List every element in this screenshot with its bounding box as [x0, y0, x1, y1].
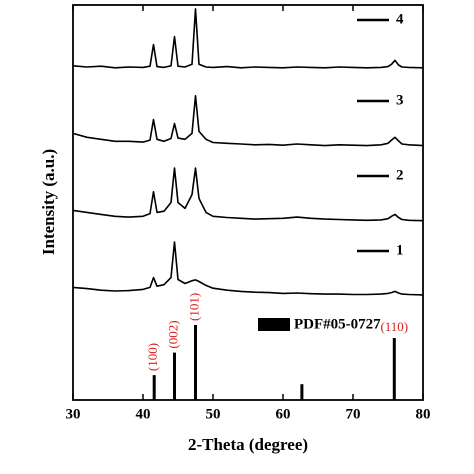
reference-label: (002): [165, 320, 180, 348]
plot-frame: [72, 4, 424, 401]
x-tick-label: 50: [206, 406, 221, 422]
xrd-curve: [72, 8, 424, 69]
reference-label: (110): [380, 319, 408, 334]
reference-label: (101): [186, 293, 201, 321]
reference-label: (100): [145, 343, 160, 371]
xrd-curve: [72, 167, 424, 222]
legend-label: 3: [396, 92, 404, 108]
legend-label: 2: [396, 167, 404, 183]
x-tick-label: 60: [276, 406, 291, 422]
x-axis-label: 2-Theta (degree): [188, 435, 308, 454]
x-tick-label: 40: [136, 406, 151, 422]
reference-legend-label: PDF#05-0727: [294, 316, 381, 332]
x-tick-label: 30: [66, 406, 81, 422]
y-axis-label: Intensity (a.u.): [39, 149, 58, 255]
legend-label: 1: [396, 242, 404, 258]
x-tick-label: 80: [416, 406, 431, 422]
legend-label: 4: [396, 11, 404, 27]
xrd-curve: [72, 95, 424, 147]
x-tick-label: 70: [346, 406, 361, 422]
reference-legend-marker: [258, 318, 290, 331]
xrd-curve: [72, 241, 424, 296]
